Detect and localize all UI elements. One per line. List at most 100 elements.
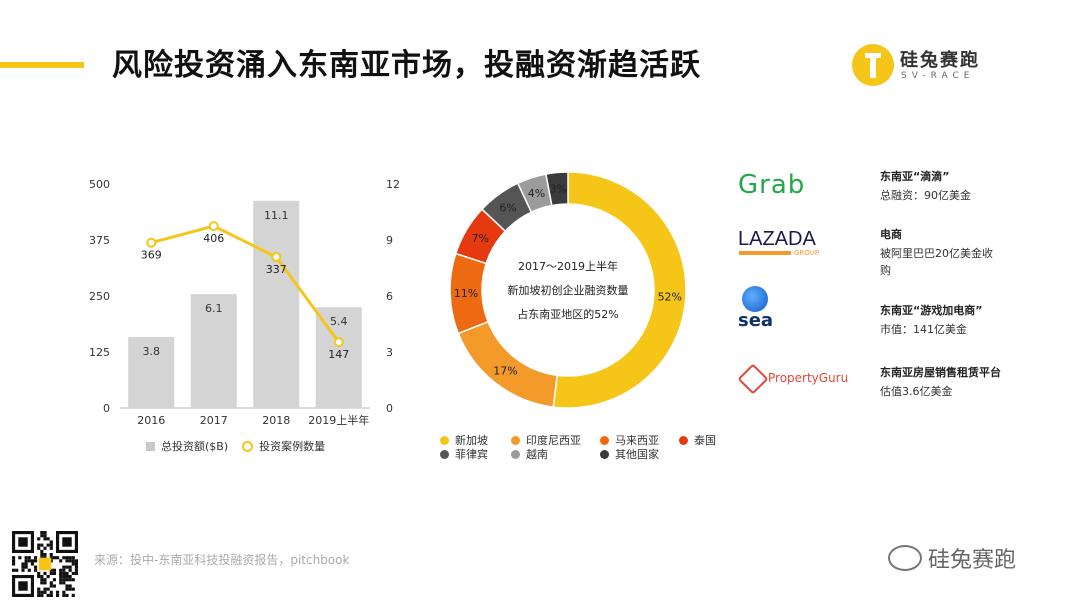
right-axis-tick: 3	[386, 346, 393, 359]
propertyguru-logo-text: PropertyGuru	[768, 371, 849, 385]
bar-value-label: 3.8	[143, 345, 161, 358]
line-legend-swatch	[242, 440, 254, 452]
rabbit-logo-icon	[852, 44, 894, 86]
left-axis-tick: 500	[89, 178, 110, 191]
qr-code	[12, 531, 78, 597]
sea-logo-text: sea	[738, 310, 774, 331]
legend-philippines: 菲律宾	[455, 448, 488, 461]
propertyguru-name: 东南亚房屋销售租赁平台	[880, 366, 1001, 379]
sea-desc: 市值：141亿美金	[880, 323, 967, 336]
bar-2016	[128, 337, 175, 408]
propertyguru-logo: PropertyGuru	[736, 363, 856, 414]
line-point	[333, 337, 344, 348]
bar-value-label: 6.1	[205, 302, 223, 315]
brand-logo: 硅兔赛跑 SV-RACE	[852, 44, 992, 88]
line-value-label: 147	[328, 348, 349, 361]
donut-slice-label: 3%	[550, 182, 567, 195]
company-propertyguru: PropertyGuru 东南亚房屋销售租赁平台 估值3.6亿美金	[736, 363, 1076, 424]
legend-swatch-thailand	[679, 435, 688, 445]
right-axis-tick: 0	[386, 402, 393, 415]
legend-thailand: 泰国	[694, 434, 716, 447]
x-tick-label: 2019上半年	[308, 413, 369, 427]
legend-swatch-malaysia	[600, 435, 609, 445]
line-point	[208, 221, 219, 232]
brand-subtitle: SV-RACE	[901, 71, 975, 81]
company-sea: sea 东南亚“游戏加电商” 市值：141亿美金	[736, 286, 1076, 362]
brand-name: 硅兔赛跑	[900, 50, 980, 71]
combo-chart: 01252503755000369123.820166.1201711.1201…	[89, 178, 400, 427]
lazada-name: 电商	[880, 228, 902, 241]
right-axis-tick: 12	[386, 178, 400, 191]
sea-name: 东南亚“游戏加电商”	[880, 304, 983, 317]
x-tick-label: 2016	[137, 414, 165, 427]
donut-chart: 52% 17% 11% 7% 6% 4% 3% 2017～2019上半年新加坡初创企业融资数量…	[449, 171, 687, 409]
donut-slice-label: 7%	[471, 232, 488, 245]
bar-legend-swatch	[146, 441, 155, 451]
legend-swatch-philippines	[440, 449, 449, 459]
lazada-logo-sub: GROUP	[794, 249, 820, 257]
legend-swatch-singapore	[440, 435, 449, 445]
house-icon	[737, 363, 769, 395]
lazada-logo-text: LAZADA	[738, 228, 816, 250]
right-axis-tick: 6	[386, 290, 393, 303]
legend-swatch-indonesia	[511, 435, 520, 445]
line-series	[150, 224, 340, 344]
bar-2017	[190, 294, 237, 408]
lazada-logo: LAZADA GROUP	[736, 226, 856, 276]
x-tick-label: 2018	[262, 414, 290, 427]
line-legend-label: 投资案例数量	[259, 440, 326, 453]
combo-legend: 总投资额($B) 投资案例数量	[146, 438, 325, 454]
propertyguru-desc: 估值3.6亿美金	[880, 385, 953, 398]
left-axis-tick: 250	[89, 290, 110, 303]
grab-logo: Grab	[736, 168, 856, 218]
legend-indonesia: 印度尼西亚	[526, 434, 581, 447]
wechat-icon	[888, 545, 922, 571]
legend-swatch-others	[600, 449, 609, 459]
legend-malaysia: 马来西亚	[615, 434, 659, 447]
donut-slice-label: 17%	[493, 365, 517, 378]
left-axis-tick: 125	[89, 346, 110, 359]
sea-globe-icon	[742, 286, 768, 312]
bar-2018	[253, 200, 300, 408]
sea-logo: sea	[736, 286, 856, 336]
donut-legend-row-1: 新加坡 印度尼西亚 马来西亚 泰国	[440, 432, 716, 448]
donut-slice-label: 4%	[528, 187, 545, 200]
page-title: 风险投资涌入东南亚市场，投融资渐趋活跃	[112, 48, 701, 83]
lazada-logo-bar	[739, 251, 791, 255]
x-tick-label: 2017	[200, 414, 228, 427]
line-point	[146, 237, 157, 248]
source-note: 来源：投中-东南亚科技投融资报告，pitchbook	[94, 553, 350, 567]
line-value-label: 337	[266, 263, 287, 276]
legend-swatch-vietnam	[511, 449, 520, 459]
legend-vietnam: 越南	[526, 448, 548, 461]
legend-others: 其他国家	[615, 448, 659, 461]
bar-2019上半年	[315, 307, 362, 408]
watermark: 硅兔赛跑	[888, 542, 1016, 574]
bar-value-label: 5.4	[330, 315, 348, 328]
accent-line	[0, 62, 84, 68]
bar-value-label: 11.1	[264, 209, 289, 222]
line-point	[271, 252, 282, 263]
grab-desc: 总融资：90亿美金	[880, 189, 971, 202]
line-value-label: 369	[141, 249, 162, 262]
company-grab: Grab 东南亚“滴滴” 总融资：90亿美金	[736, 168, 1076, 228]
company-lazada: LAZADA GROUP 电商 被阿里巴巴20亿美金收购	[736, 226, 1076, 286]
left-axis-tick: 0	[103, 402, 110, 415]
grab-name: 东南亚“滴滴”	[880, 170, 950, 183]
donut-center-text: 占东南亚地区的52%	[517, 307, 618, 321]
donut-slice-label: 6%	[499, 201, 516, 214]
legend-singapore: 新加坡	[455, 434, 488, 447]
left-axis-tick: 375	[89, 234, 110, 247]
donut-slice-6	[545, 171, 569, 207]
donut-slice-0	[552, 171, 687, 409]
watermark-text: 硅兔赛跑	[928, 548, 1017, 573]
lazada-desc: 被阿里巴巴20亿美金收购	[880, 247, 993, 277]
right-axis-tick: 9	[386, 234, 393, 247]
bar-legend-label: 总投资额($B)	[161, 440, 229, 453]
donut-center-text: 新加坡初创企业融资数量	[508, 283, 629, 297]
donut-legend-row-2: 菲律宾 越南 其他国家	[440, 446, 659, 462]
donut-slice-label: 11%	[454, 287, 478, 300]
donut-slice-label: 52%	[658, 290, 682, 303]
grab-logo-text: Grab	[738, 170, 806, 200]
donut-center-text: 2017～2019上半年	[518, 259, 618, 273]
